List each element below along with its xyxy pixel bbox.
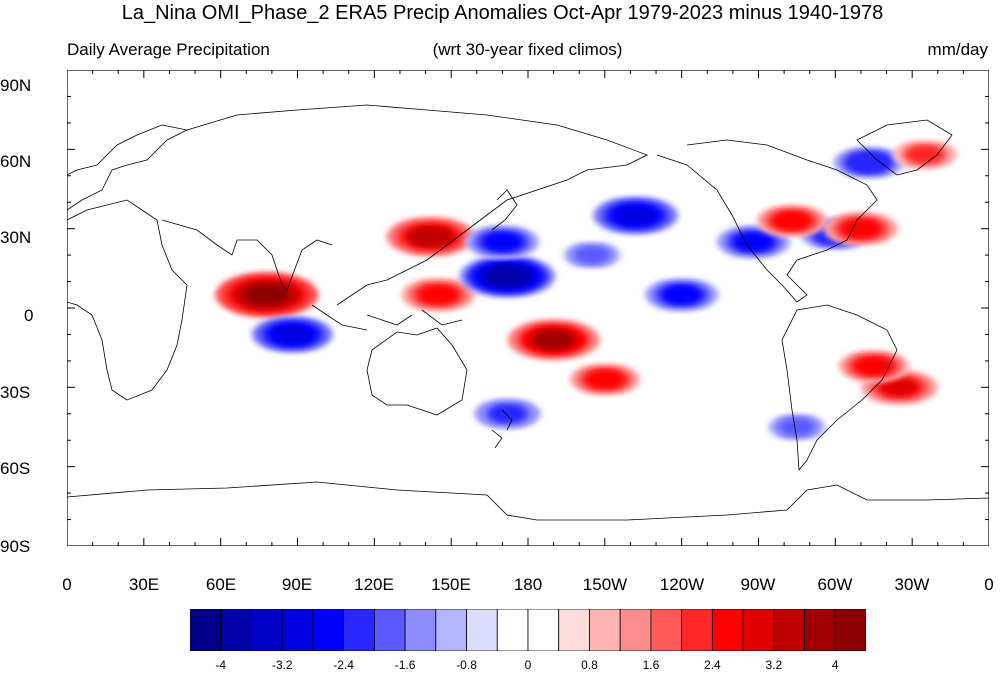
colorbar-box xyxy=(804,609,836,651)
colorbar-box xyxy=(496,609,529,651)
colorbar-box xyxy=(834,609,866,651)
anomaly-central-pacific-20n-dry xyxy=(486,266,529,287)
lon-label-90e: 90E xyxy=(281,575,313,594)
coastline-australia xyxy=(366,327,468,416)
lon-label-120w: 120W xyxy=(659,575,705,594)
colorbar-box xyxy=(650,609,683,651)
colorbar-tick-label: 3.2 xyxy=(765,658,783,672)
coastline-antarctica xyxy=(67,481,989,521)
lon-label-0-east: 0 xyxy=(984,575,994,594)
precip-anomaly-map xyxy=(67,70,989,546)
lat-label-90n: 90N xyxy=(0,76,32,95)
colorbar-tick-label: -1.6 xyxy=(394,658,416,672)
anomaly-north-atlantic-60n-wet xyxy=(907,146,943,164)
colorbar-box xyxy=(312,609,345,651)
lon-label-90w: 90W xyxy=(740,575,776,594)
colorbar-tick-label: 1.6 xyxy=(642,658,660,672)
lon-label-60e: 60E xyxy=(205,575,237,594)
anomaly-maritime-to-dateline-wet xyxy=(419,285,458,304)
colorbar-box xyxy=(589,609,621,651)
map-background xyxy=(67,70,989,546)
colorbar-box xyxy=(681,609,713,651)
anomaly-south-america-west-dry xyxy=(779,418,815,436)
axis-ticks xyxy=(67,70,989,546)
anomaly-south-atlantic-wet xyxy=(880,378,919,397)
lat-label-90s: 90S xyxy=(0,537,31,556)
colorbar-box xyxy=(190,609,222,651)
anomaly-northeast-pacific-dry xyxy=(615,206,656,225)
lon-label-150e: 150E xyxy=(431,575,471,594)
plot-title: La_Nina OMI_Phase_2 ERA5 Precip Anomalie… xyxy=(121,2,884,24)
colorbar-box xyxy=(558,609,590,651)
coastline-africa xyxy=(67,199,188,401)
subtitle-right: mm/day xyxy=(927,40,988,59)
lon-label-30w: 30W xyxy=(894,575,930,594)
colorbar-tick-label: 0.8 xyxy=(581,658,598,672)
anomaly-north-indian-ocean-wet xyxy=(245,284,289,305)
anomaly-north-pacific-dry xyxy=(483,232,522,251)
anomaly-new-zealand-dry xyxy=(489,405,526,423)
colorbar-tick-label: -0.8 xyxy=(456,658,477,672)
coastline-arabia-india xyxy=(161,219,333,291)
anomaly-south-pacific-convergence-wet xyxy=(533,330,575,350)
coastline-asia xyxy=(186,104,648,306)
lon-label-0: 0 xyxy=(62,575,72,594)
anomaly-ne-pacific-dry-2 xyxy=(574,246,610,264)
coastline-greenland xyxy=(856,119,953,176)
lat-label-30s: 30S xyxy=(0,383,31,402)
colorbar-box xyxy=(281,609,314,651)
anomaly-north-atlantic-30n-wet xyxy=(842,219,880,238)
colorbar-box xyxy=(404,609,437,651)
lat-label-30n: 30N xyxy=(0,228,32,247)
colorbar-box xyxy=(373,609,406,651)
anomaly-labrador-sea-dry xyxy=(850,153,887,172)
lon-label-120e: 120E xyxy=(354,575,394,594)
anomaly-eastern-us-wet xyxy=(773,211,811,230)
anomaly-western-pacific-30n-wet xyxy=(410,227,451,247)
colorbar-box xyxy=(435,609,467,651)
colorbar-box xyxy=(220,609,252,651)
coastline-north-america xyxy=(656,139,878,303)
subtitle-left: Daily Average Precipitation xyxy=(67,40,270,59)
anomaly-equatorial-east-pacific-dry xyxy=(662,285,701,304)
lon-label-60w: 60W xyxy=(817,575,853,594)
lat-label-60n: 60N xyxy=(0,152,32,171)
lon-label-180: 180 xyxy=(513,575,543,594)
coastline-europe xyxy=(67,124,189,211)
colorbar-box xyxy=(343,609,375,651)
colorbar-box xyxy=(742,609,775,651)
lat-label-60s: 60S xyxy=(0,459,31,478)
colorbar-box xyxy=(527,609,560,651)
lon-label-150w: 150W xyxy=(582,575,628,594)
colorbar-tick-label: 0 xyxy=(524,658,532,672)
anomaly-south-pacific-25s-wet xyxy=(586,370,624,389)
colorbar-box xyxy=(711,609,744,651)
coastline-new-zealand xyxy=(491,409,513,449)
anomaly-southeast-brazil-wet xyxy=(855,357,893,375)
anomaly-indian-ocean-10s-dry xyxy=(272,325,312,344)
anomaly-layer xyxy=(214,140,957,441)
coastline-indonesia xyxy=(311,304,463,331)
colorbar-box xyxy=(251,609,283,651)
coastlines xyxy=(67,104,989,521)
coastline-south-america xyxy=(781,304,898,472)
colorbar-tick-label: -4 xyxy=(215,658,227,672)
colorbar-box xyxy=(619,609,652,651)
colorbar-box xyxy=(466,609,498,651)
colorbar-tick-label: 2.4 xyxy=(704,658,721,672)
coastline-japan xyxy=(491,189,518,231)
colorbar-tick-label: 4 xyxy=(831,658,839,672)
colorbar-box xyxy=(773,609,805,651)
subtitle-center: (wrt 30-year fixed climos) xyxy=(432,40,623,59)
colorbar xyxy=(190,609,866,651)
lon-label-30e: 30E xyxy=(128,575,160,594)
anomaly-gulf-of-mexico-dry xyxy=(734,232,773,251)
colorbar-tick-label: -2.4 xyxy=(333,658,354,672)
lat-label-eq: 0 xyxy=(24,306,34,325)
colorbar-tick-label: -3.2 xyxy=(271,658,293,672)
